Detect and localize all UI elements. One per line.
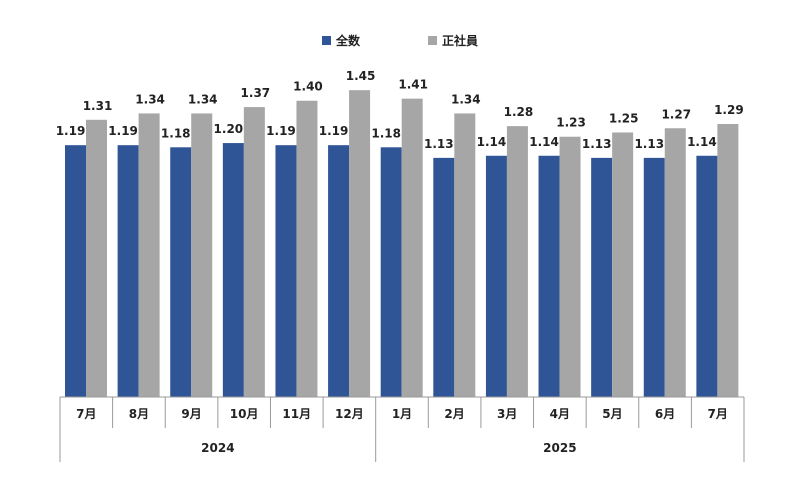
legend-label-series-2: 正社員 (442, 34, 479, 48)
bar-series-1-2 (117, 145, 139, 397)
data-label-series-1-4: 1.20 (214, 122, 244, 136)
data-label-series-2-8: 1.34 (451, 92, 481, 106)
year-label-1: 2024 (201, 441, 234, 455)
bar-series-2-7 (401, 98, 423, 398)
x-tick-label-2: 8月 (129, 407, 149, 421)
bar-series-2-11 (612, 132, 634, 397)
data-label-series-2-5: 1.40 (293, 80, 323, 94)
bar-series-1-1 (65, 145, 86, 397)
legend-item-series-2: 正社員 (428, 32, 478, 49)
legend-swatch-series-2 (428, 36, 437, 45)
data-label-series-1-10: 1.14 (529, 135, 559, 149)
bar-series-2-6 (349, 90, 371, 398)
bar-series-2-10 (559, 136, 581, 397)
legend-item-series-1: 全数 (322, 32, 360, 49)
data-label-series-1-11: 1.13 (582, 137, 612, 151)
bar-series-1-9 (485, 155, 507, 397)
bar-series-2-4 (243, 107, 265, 397)
x-tick-label-1: 7月 (76, 407, 96, 421)
bar-series-1-13 (696, 155, 718, 397)
data-label-series-1-9: 1.14 (477, 135, 507, 149)
bar-series-2-9 (506, 126, 528, 397)
x-tick-label-3: 9月 (181, 407, 201, 421)
year-label-2: 2025 (543, 441, 576, 455)
data-label-series-2-2: 1.34 (135, 92, 165, 106)
data-label-series-2-6: 1.45 (346, 69, 376, 83)
data-label-series-1-7: 1.18 (371, 126, 401, 140)
x-tick-label-7: 1月 (392, 407, 412, 421)
data-label-series-1-6: 1.19 (319, 124, 349, 138)
legend: 全数 正社員 (0, 32, 800, 50)
x-tick-label-9: 3月 (497, 407, 517, 421)
data-label-series-1-1: 1.19 (56, 124, 86, 138)
data-label-series-1-13: 1.14 (687, 135, 717, 149)
data-label-series-1-2: 1.19 (108, 124, 138, 138)
data-label-series-2-7: 1.41 (398, 78, 428, 92)
data-label-series-1-5: 1.19 (266, 124, 296, 138)
data-label-series-2-1: 1.31 (83, 99, 113, 113)
x-tick-label-10: 4月 (550, 407, 570, 421)
bar-series-1-12 (643, 157, 665, 397)
data-label-series-2-11: 1.25 (609, 111, 639, 125)
x-tick-label-8: 2月 (444, 407, 464, 421)
data-label-series-2-12: 1.27 (661, 107, 691, 121)
bar-series-2-2 (138, 113, 160, 397)
data-label-series-1-12: 1.13 (634, 137, 664, 151)
bar-series-2-3 (191, 113, 213, 397)
bar-series-2-12 (664, 128, 686, 397)
bar-series-2-8 (454, 113, 476, 397)
x-tick-label-13: 7月 (708, 407, 728, 421)
bar-series-1-7 (380, 147, 402, 397)
bar-series-1-3 (170, 147, 192, 397)
data-label-series-2-3: 1.34 (188, 92, 218, 106)
bar-series-1-11 (591, 157, 613, 397)
x-tick-label-5: 11月 (282, 407, 311, 421)
bar-series-2-5 (296, 100, 318, 397)
x-tick-label-6: 12月 (335, 407, 364, 421)
bar-series-1-8 (433, 157, 455, 397)
data-label-series-1-3: 1.18 (161, 126, 191, 140)
x-tick-label-11: 5月 (602, 407, 622, 421)
bar-series-1-6 (328, 145, 350, 397)
legend-label-series-1: 全数 (336, 34, 361, 48)
bar-series-1-5 (275, 145, 297, 397)
data-label-series-2-4: 1.37 (241, 86, 271, 100)
bar-series-2-13 (717, 124, 739, 398)
x-tick-label-4: 10月 (230, 407, 259, 421)
bar-series-1-4 (222, 143, 244, 397)
data-label-series-1-8: 1.13 (424, 137, 454, 151)
data-label-series-2-13: 1.29 (714, 103, 744, 117)
data-label-series-2-10: 1.23 (556, 116, 586, 130)
bar-series-1-10 (538, 155, 560, 397)
data-label-series-2-9: 1.28 (504, 105, 534, 119)
bar-series-2-1 (86, 119, 107, 397)
legend-swatch-series-1 (322, 36, 331, 45)
x-tick-label-12: 6月 (655, 407, 675, 421)
